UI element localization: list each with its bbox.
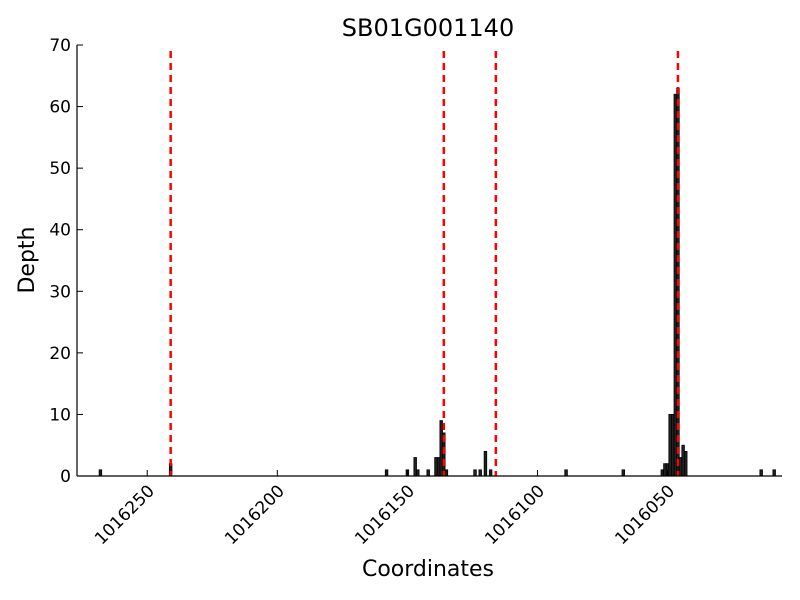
bar-29 <box>772 469 776 477</box>
bar-2 <box>384 469 389 477</box>
bar-8 <box>436 457 441 477</box>
bar-0 <box>98 469 103 477</box>
bar-28 <box>759 469 763 477</box>
axis-ticks: 0 10 20 30 40 50 60 70 1016250 1016200 1016150 1016… <box>49 36 679 549</box>
x-tick-label: 1016200 <box>221 481 289 549</box>
y-axis-label: Depth <box>15 226 40 293</box>
bar-14 <box>483 450 488 477</box>
bar-11 <box>444 469 449 477</box>
y-tick-label: 30 <box>49 282 71 302</box>
x-tick-label: 1016150 <box>351 481 419 549</box>
y-tick-label: 0 <box>60 467 71 487</box>
y-tick-label: 70 <box>49 36 71 56</box>
bar-5 <box>416 469 420 477</box>
x-axis-label: Coordinates <box>362 557 494 582</box>
y-tick-label: 50 <box>49 159 71 179</box>
bar-12 <box>473 469 477 477</box>
bar-6 <box>426 469 430 477</box>
x-tick-label: 1016100 <box>481 481 549 549</box>
bar-16 <box>564 469 568 477</box>
bar-17 <box>621 469 626 477</box>
x-tick-label: 1016050 <box>611 481 679 549</box>
y-tick-label: 20 <box>49 344 71 364</box>
y-tick-label: 10 <box>49 405 71 425</box>
bar-15 <box>488 469 493 477</box>
plot-area <box>98 51 776 477</box>
y-tick-label: 40 <box>49 221 71 241</box>
y-tick-label: 60 <box>49 98 71 118</box>
chart-title: SB01G001140 <box>342 14 514 42</box>
bar-13 <box>478 469 482 477</box>
x-tick-label: 1016250 <box>91 481 159 549</box>
bar-27 <box>684 450 688 477</box>
